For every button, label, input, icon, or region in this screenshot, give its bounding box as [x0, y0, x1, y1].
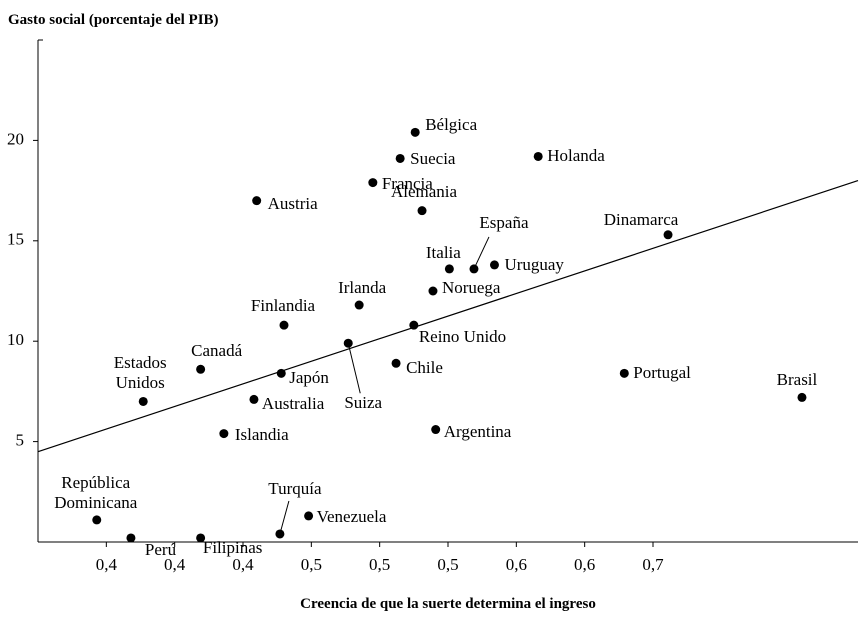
point-label: Argentina: [443, 421, 512, 441]
point: [126, 533, 136, 543]
point-label: Venezuela: [316, 506, 387, 526]
point-label: Alemania: [390, 181, 458, 201]
x-tick-label: 0,6: [574, 555, 595, 574]
point-label: Islandia: [234, 424, 289, 444]
y-tick-label: 15: [7, 230, 24, 249]
point-label: Canadá: [191, 341, 243, 361]
point: [92, 515, 102, 525]
point: [395, 153, 405, 163]
point-label: Suecia: [410, 149, 456, 169]
point-label: República Dominicana: [54, 472, 138, 512]
point-label: España: [479, 212, 529, 232]
y-tick-label: 20: [7, 129, 24, 148]
point-label: Holanda: [547, 146, 605, 166]
point: [444, 264, 454, 274]
trend-line: [37, 179, 859, 453]
point-label: Francia: [381, 173, 433, 193]
point: [428, 286, 438, 296]
point-label: Reino Unido: [418, 327, 507, 347]
point-label: Filipinas: [202, 537, 263, 557]
point: [252, 196, 262, 206]
point: [409, 320, 419, 330]
x-tick-label: 0,7: [642, 555, 664, 574]
point-label: Dinamarca: [603, 209, 679, 229]
point-label: Australia: [261, 394, 325, 414]
point: [489, 260, 499, 270]
point-label: Austria: [267, 193, 318, 213]
point: [219, 429, 229, 439]
x-tick-label: 0,5: [301, 555, 322, 574]
point-label: Noruega: [441, 278, 501, 297]
point-label: Finlandia: [250, 296, 316, 316]
point-label: Turquía: [268, 478, 322, 498]
point-label: Perú: [144, 539, 177, 559]
x-axis-label: Creencia de que la suerte determina el i…: [300, 596, 596, 612]
x-tick-label: 0,5: [437, 555, 458, 574]
leader-line: [347, 343, 361, 394]
point: [196, 533, 206, 543]
point-label: Brasil: [776, 370, 818, 390]
y-tick-label: 5: [16, 431, 25, 450]
x-tick-label: 0,4: [96, 555, 118, 574]
point: [410, 127, 420, 137]
point-label: Japón: [289, 368, 329, 388]
x-tick-label: 0,4: [232, 555, 254, 574]
point: [138, 396, 148, 406]
point: [619, 368, 629, 378]
point: [797, 392, 807, 402]
x-tick-label: 0,5: [369, 555, 390, 574]
leader-line: [473, 236, 490, 270]
point: [249, 394, 259, 404]
chart-title: Gasto social (porcentaje del PIB): [8, 12, 219, 28]
point: [391, 358, 401, 368]
point: [431, 425, 441, 435]
point: [533, 151, 543, 161]
y-tick-label: 10: [7, 330, 24, 349]
x-tick-label: 0,6: [506, 555, 527, 574]
point-label: Uruguay: [504, 254, 564, 274]
point: [196, 364, 206, 374]
point: [276, 368, 286, 378]
point: [304, 511, 314, 521]
point: [354, 300, 364, 310]
point: [368, 178, 378, 188]
point: [417, 206, 427, 216]
point: [663, 230, 673, 240]
leader-line: [279, 500, 290, 535]
point-label: Italia: [425, 242, 461, 262]
point-label: Irlanda: [338, 278, 387, 298]
point-label: Chile: [406, 358, 443, 378]
point-label: Bélgica: [425, 115, 478, 135]
point: [279, 320, 289, 330]
point-label: Suiza: [344, 393, 383, 413]
point-label: Estados Unidos: [113, 353, 167, 393]
point-label: Portugal: [633, 363, 691, 383]
x-tick-label: 0,4: [164, 555, 186, 574]
